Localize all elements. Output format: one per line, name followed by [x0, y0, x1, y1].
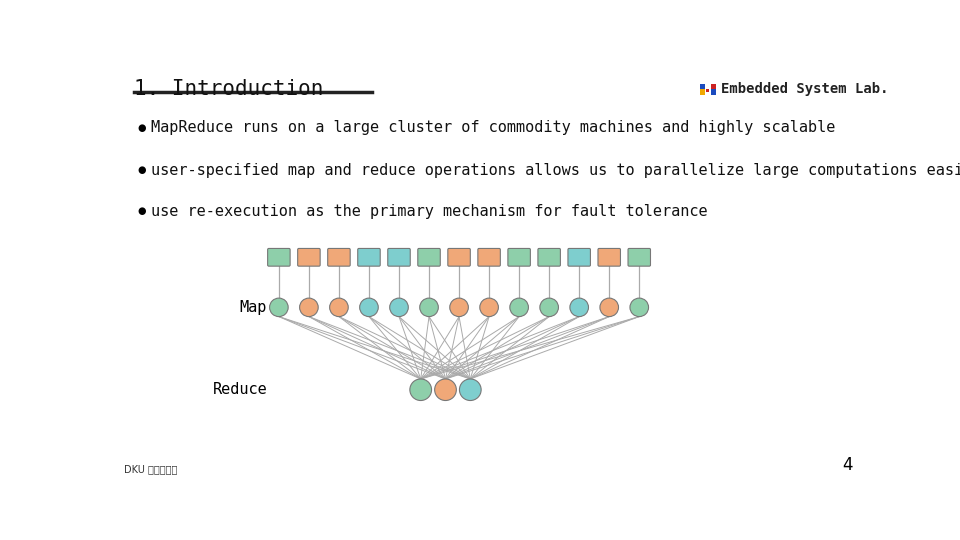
- Text: 4: 4: [842, 456, 852, 475]
- Circle shape: [420, 298, 439, 316]
- FancyBboxPatch shape: [700, 90, 706, 95]
- FancyBboxPatch shape: [700, 84, 706, 90]
- Text: Map: Map: [240, 300, 267, 315]
- FancyBboxPatch shape: [327, 248, 350, 266]
- Circle shape: [460, 379, 481, 401]
- Text: ●: ●: [137, 123, 146, 133]
- Circle shape: [630, 298, 649, 316]
- Text: 1. Introduction: 1. Introduction: [134, 79, 324, 99]
- FancyBboxPatch shape: [358, 248, 380, 266]
- Circle shape: [450, 298, 468, 316]
- FancyBboxPatch shape: [710, 90, 716, 95]
- FancyBboxPatch shape: [706, 89, 709, 92]
- Text: MapReduce runs on a large cluster of commodity machines and highly scalable: MapReduce runs on a large cluster of com…: [151, 120, 835, 136]
- Text: ●: ●: [137, 206, 146, 216]
- FancyBboxPatch shape: [298, 248, 320, 266]
- FancyBboxPatch shape: [508, 248, 530, 266]
- FancyBboxPatch shape: [388, 248, 410, 266]
- Circle shape: [300, 298, 318, 316]
- FancyBboxPatch shape: [598, 248, 620, 266]
- FancyBboxPatch shape: [447, 248, 470, 266]
- Text: ●: ●: [137, 165, 146, 176]
- Circle shape: [480, 298, 498, 316]
- FancyBboxPatch shape: [538, 248, 561, 266]
- Text: Embedded System Lab.: Embedded System Lab.: [721, 83, 888, 97]
- FancyBboxPatch shape: [268, 248, 290, 266]
- FancyBboxPatch shape: [710, 84, 716, 90]
- FancyBboxPatch shape: [418, 248, 441, 266]
- Text: Reduce: Reduce: [212, 382, 267, 397]
- Circle shape: [510, 298, 528, 316]
- Circle shape: [410, 379, 432, 401]
- Circle shape: [360, 298, 378, 316]
- Circle shape: [435, 379, 456, 401]
- FancyBboxPatch shape: [478, 248, 500, 266]
- Circle shape: [329, 298, 348, 316]
- Circle shape: [270, 298, 288, 316]
- FancyBboxPatch shape: [628, 248, 651, 266]
- Text: user-specified map and reduce operations allows us to parallelize large computat: user-specified map and reduce operations…: [151, 163, 960, 178]
- Circle shape: [390, 298, 408, 316]
- Text: use re-execution as the primary mechanism for fault tolerance: use re-execution as the primary mechanis…: [151, 204, 708, 219]
- Circle shape: [540, 298, 559, 316]
- FancyBboxPatch shape: [568, 248, 590, 266]
- Text: DKU 단국대학교: DKU 단국대학교: [124, 464, 178, 475]
- Circle shape: [600, 298, 618, 316]
- Circle shape: [570, 298, 588, 316]
